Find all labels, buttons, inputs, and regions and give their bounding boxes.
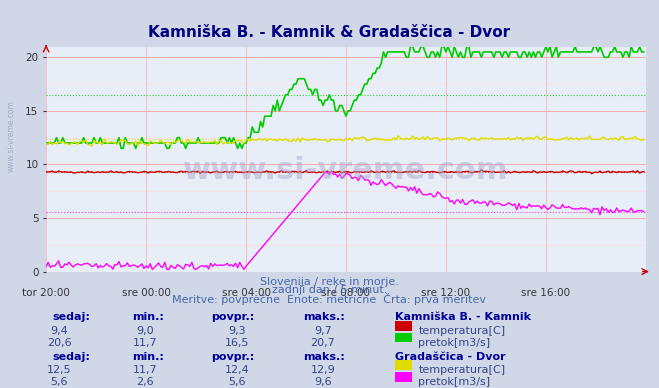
Text: pretok[m3/s]: pretok[m3/s] xyxy=(418,377,490,387)
Text: sedaj:: sedaj: xyxy=(53,312,90,322)
Text: sedaj:: sedaj: xyxy=(53,352,90,362)
Text: tor 20:00: tor 20:00 xyxy=(22,288,70,298)
Text: www.si-vreme.com: www.si-vreme.com xyxy=(7,100,16,172)
Text: sre 04:00: sre 04:00 xyxy=(221,288,271,298)
Text: maks.:: maks.: xyxy=(303,352,345,362)
Text: 20,7: 20,7 xyxy=(310,338,335,348)
Text: maks.:: maks.: xyxy=(303,312,345,322)
Text: www.si-vreme.com: www.si-vreme.com xyxy=(183,156,509,185)
Text: 9,4: 9,4 xyxy=(51,326,68,336)
Text: Meritve: povprečne  Enote: metrične  Črta: prva meritev: Meritve: povprečne Enote: metrične Črta:… xyxy=(173,293,486,305)
Text: Slovenija / reke in morje.: Slovenija / reke in morje. xyxy=(260,277,399,288)
Text: povpr.:: povpr.: xyxy=(211,312,254,322)
Text: 20,6: 20,6 xyxy=(47,338,72,348)
Text: zadnji dan / 5 minut.: zadnji dan / 5 minut. xyxy=(272,285,387,295)
Text: Gradaščica - Dvor: Gradaščica - Dvor xyxy=(395,352,506,362)
Text: min.:: min.: xyxy=(132,352,163,362)
Text: 2,6: 2,6 xyxy=(136,377,154,387)
Text: 9,3: 9,3 xyxy=(229,326,246,336)
Text: pretok[m3/s]: pretok[m3/s] xyxy=(418,338,490,348)
Text: 9,6: 9,6 xyxy=(314,377,331,387)
Text: 12,9: 12,9 xyxy=(310,365,335,376)
Text: 9,7: 9,7 xyxy=(314,326,331,336)
Text: sre 12:00: sre 12:00 xyxy=(421,288,471,298)
Text: Kamniška B. - Kamnik & Gradaščica - Dvor: Kamniška B. - Kamnik & Gradaščica - Dvor xyxy=(148,25,511,40)
Text: 9,0: 9,0 xyxy=(136,326,154,336)
Text: sre 00:00: sre 00:00 xyxy=(122,288,171,298)
Text: sre 16:00: sre 16:00 xyxy=(521,288,571,298)
Text: temperatura[C]: temperatura[C] xyxy=(418,365,505,376)
Text: 12,4: 12,4 xyxy=(225,365,250,376)
Text: 11,7: 11,7 xyxy=(132,365,158,376)
Text: 5,6: 5,6 xyxy=(51,377,68,387)
Text: min.:: min.: xyxy=(132,312,163,322)
Text: 11,7: 11,7 xyxy=(132,338,158,348)
Text: Kamniška B. - Kamnik: Kamniška B. - Kamnik xyxy=(395,312,531,322)
Text: 16,5: 16,5 xyxy=(225,338,250,348)
Text: povpr.:: povpr.: xyxy=(211,352,254,362)
Text: 5,6: 5,6 xyxy=(229,377,246,387)
Text: temperatura[C]: temperatura[C] xyxy=(418,326,505,336)
Text: sre 08:00: sre 08:00 xyxy=(322,288,370,298)
Text: 12,5: 12,5 xyxy=(47,365,72,376)
